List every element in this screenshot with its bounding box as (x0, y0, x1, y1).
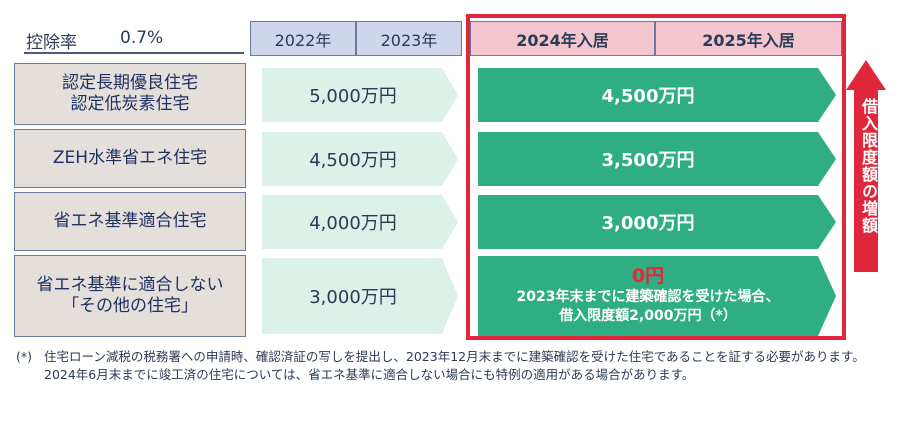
arrow-shape (262, 195, 458, 249)
year-header-2023: 2023年 (356, 21, 462, 56)
year-header-2025: 2025年入居 (655, 21, 842, 56)
row-label-line: ZEH水準省エネ住宅 (52, 147, 208, 168)
special-case-note-line: 借入限度額2,000万円（*） (559, 308, 737, 325)
special-case-block: 0円 2023年末までに建築確認を受けた場合、 借入限度額2,000万円（*） (517, 265, 798, 327)
highlight-frame-2024-2025 (466, 14, 846, 340)
footnote: (*) 住宅ローン減税の税務署への申請時、確認済証の写しを提出し、2023年12… (16, 348, 886, 384)
up-arrow-icon (846, 60, 886, 272)
footnote-mark: (*) (16, 349, 33, 364)
row-label-other-housing: 省エネ基準に適合しない 「その他の住宅」 (14, 255, 246, 337)
row-label-line: 認定低炭素住宅 (70, 94, 190, 114)
row-label-line: 認定長期優良住宅 (62, 72, 198, 93)
row-label-line: 「その他の住宅」 (62, 296, 198, 316)
limit-arrow-2024-2025-row2: 3,500万円 (478, 132, 836, 186)
limit-arrow-2024-2025-row1: 4,500万円 (478, 68, 836, 122)
zero-yen-value: 0円 (631, 265, 665, 287)
limit-value: 4,500万円 (601, 86, 695, 107)
special-case-note-line: 2023年末までに建築確認を受けた場合、 (516, 288, 780, 305)
arrow-shape (478, 195, 836, 249)
limit-arrow-2022-2023-row3: 4,000万円 (262, 195, 458, 249)
limit-increase-arrow: 借入限度額の増額 (846, 60, 886, 272)
row-label-zeh-housing: ZEH水準省エネ住宅 (14, 129, 246, 188)
arrow-shape (478, 68, 836, 122)
limit-value: 3,500万円 (601, 150, 695, 171)
arrow-shape (262, 258, 458, 334)
limit-value: 5,000万円 (309, 86, 397, 107)
deduction-rate-value: 0.7% (120, 28, 164, 48)
limit-arrow-2024-2025-row4: 0円 2023年末までに建築確認を受けた場合、 借入限度額2,000万円（*） (478, 256, 836, 336)
arrow-shape (262, 132, 458, 186)
row-label-long-life-housing: 認定長期優良住宅 認定低炭素住宅 (14, 63, 246, 125)
footnote-text: 住宅ローン減税の税務署への申請時、確認済証の写しを提出し、2023年12月末まで… (44, 349, 865, 382)
row-label-energy-standard-housing: 省エネ基準適合住宅 (14, 192, 246, 251)
limit-arrow-2022-2023-row2: 4,500万円 (262, 132, 458, 186)
limit-value: 3,000万円 (601, 213, 695, 234)
arrow-shape (478, 256, 836, 336)
limit-arrow-2022-2023-row1: 5,000万円 (262, 68, 458, 122)
deduction-rate: 控除率 0.7% (24, 26, 244, 54)
limit-arrow-2024-2025-row3: 3,000万円 (478, 195, 836, 249)
year-header-2024: 2024年入居 (470, 21, 655, 56)
row-label-line: 省エネ基準適合住宅 (53, 210, 207, 231)
deduction-rate-label: 控除率 (26, 33, 77, 53)
limit-arrow-2022-2023-row4: 3,000万円 (262, 258, 458, 334)
arrow-shape (262, 68, 458, 122)
arrow-shape (478, 132, 836, 186)
limit-value: 4,000万円 (309, 213, 397, 234)
year-header-2022: 2022年 (250, 21, 356, 56)
limit-value: 4,500万円 (309, 150, 397, 171)
limit-value: 3,000万円 (309, 287, 397, 308)
row-label-line: 省エネ基準に適合しない (36, 274, 224, 295)
limit-increase-label: 借入限度額の増額 (859, 98, 878, 234)
